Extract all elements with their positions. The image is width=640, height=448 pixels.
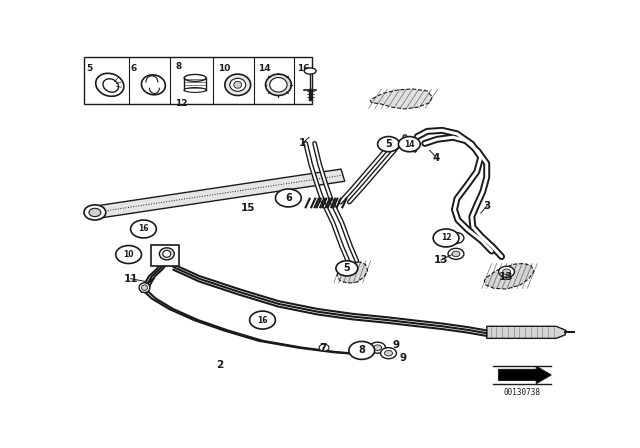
Circle shape [433, 229, 459, 247]
Polygon shape [93, 169, 345, 219]
Ellipse shape [225, 74, 251, 95]
Circle shape [448, 248, 464, 259]
Circle shape [499, 266, 515, 277]
Ellipse shape [230, 78, 246, 91]
Circle shape [319, 344, 329, 351]
Text: 9: 9 [393, 340, 400, 350]
Ellipse shape [234, 82, 242, 88]
Text: 5: 5 [344, 263, 350, 273]
Circle shape [374, 345, 381, 350]
Ellipse shape [103, 79, 118, 92]
Text: 3: 3 [483, 201, 490, 211]
Circle shape [370, 342, 385, 353]
Text: 13: 13 [434, 255, 449, 265]
Ellipse shape [266, 74, 291, 95]
Text: 5: 5 [86, 64, 92, 73]
Circle shape [502, 269, 511, 275]
Text: 14: 14 [404, 140, 415, 149]
Circle shape [336, 261, 358, 276]
Circle shape [448, 233, 464, 244]
Circle shape [84, 205, 106, 220]
Ellipse shape [184, 87, 206, 92]
Polygon shape [499, 366, 551, 383]
Circle shape [349, 341, 374, 359]
Text: 1: 1 [299, 138, 306, 148]
Text: 00130738: 00130738 [504, 388, 540, 397]
Ellipse shape [163, 250, 171, 257]
Circle shape [116, 246, 141, 263]
Text: 12: 12 [441, 233, 451, 242]
Circle shape [385, 350, 392, 356]
Ellipse shape [141, 75, 165, 95]
Text: 8: 8 [358, 345, 365, 355]
Text: 5: 5 [385, 139, 392, 149]
Text: 6: 6 [285, 193, 292, 203]
Text: 12: 12 [175, 99, 188, 108]
Text: 16: 16 [138, 224, 148, 233]
Circle shape [399, 137, 420, 152]
Text: 14: 14 [257, 64, 270, 73]
FancyBboxPatch shape [152, 245, 179, 266]
Ellipse shape [96, 73, 124, 96]
Circle shape [275, 189, 301, 207]
Text: 10: 10 [124, 250, 134, 259]
Text: 13: 13 [499, 272, 513, 282]
Ellipse shape [184, 74, 206, 82]
Ellipse shape [141, 285, 147, 290]
Text: 6: 6 [131, 64, 137, 73]
Circle shape [250, 311, 275, 329]
Polygon shape [486, 326, 566, 338]
Circle shape [378, 137, 399, 152]
Text: 9: 9 [400, 353, 407, 363]
Text: 8: 8 [175, 62, 182, 71]
Text: 11: 11 [124, 274, 138, 284]
Circle shape [89, 208, 101, 216]
Text: 7: 7 [319, 343, 327, 353]
Bar [84, 57, 312, 104]
Text: 2: 2 [216, 360, 223, 370]
Circle shape [381, 348, 396, 359]
Polygon shape [337, 262, 367, 283]
Text: 15: 15 [241, 203, 255, 213]
Text: 10: 10 [218, 64, 230, 73]
Text: 4: 4 [433, 153, 440, 163]
Text: 16: 16 [297, 64, 310, 73]
Polygon shape [484, 263, 534, 289]
Polygon shape [370, 89, 432, 109]
Ellipse shape [304, 68, 316, 74]
Text: 16: 16 [257, 315, 268, 324]
Circle shape [452, 251, 460, 257]
Ellipse shape [139, 283, 150, 293]
Ellipse shape [159, 248, 174, 260]
Circle shape [131, 220, 156, 238]
Ellipse shape [269, 78, 287, 92]
